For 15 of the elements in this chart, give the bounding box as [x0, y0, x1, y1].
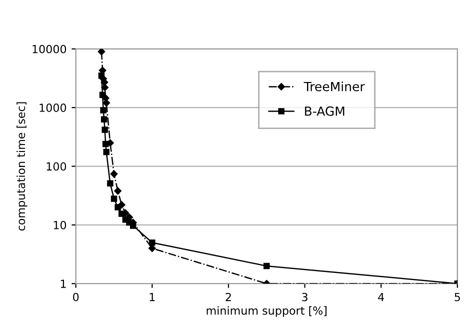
legend-label: B-AGM [305, 106, 344, 116]
x-tick-label: 5 [454, 292, 460, 302]
x-tick-label: 4 [378, 292, 384, 302]
x-tick-label: 3 [302, 292, 308, 302]
y-tick-label: 10000 [32, 44, 66, 54]
y-axis-title: computation time [sec] [16, 102, 28, 231]
x-tick-label: 0 [73, 292, 79, 302]
legend-label: TreeMiner [304, 82, 365, 92]
y-tick-label: 1 [60, 280, 66, 288]
x-tick-label: 1 [150, 292, 155, 302]
y-tick-label: 1000 [40, 104, 66, 112]
y-tick-label: 100 [46, 162, 66, 171]
y-tick-label: 10 [54, 220, 66, 230]
x-axis-title: minimum support [%] [206, 306, 327, 317]
x-tick-label: 2 [226, 292, 231, 302]
